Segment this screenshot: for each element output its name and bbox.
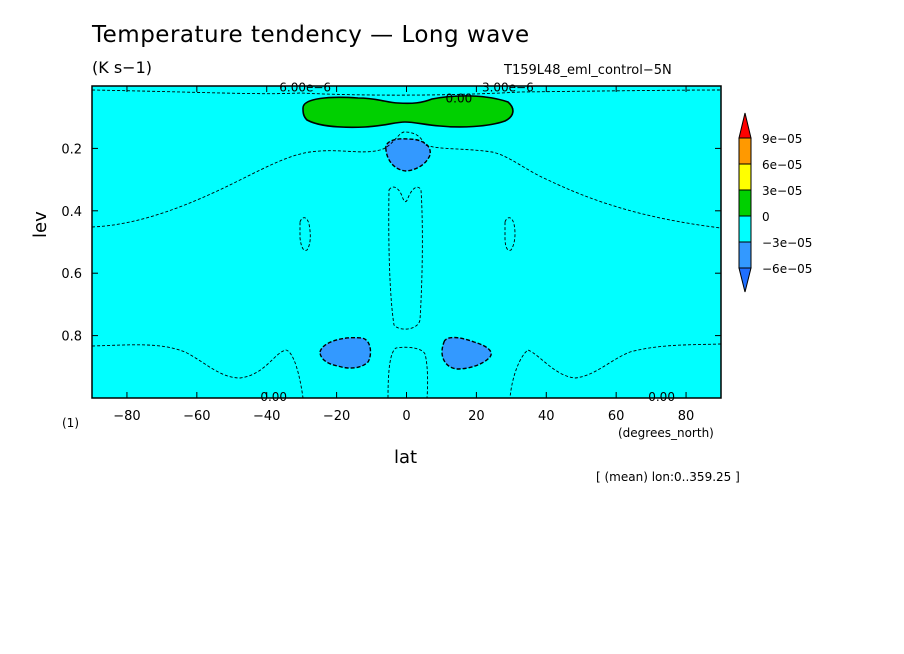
colorbar: 9e−05 6e−05 3e−05 0 −3e−05 −6e−05 — [738, 112, 812, 293]
colorbar-top-arrow — [738, 112, 752, 139]
colorbar-labels: 9e−05 6e−05 3e−05 0 −3e−05 −6e−05 — [762, 132, 812, 276]
run-name: T159L48_eml_control−5N — [504, 63, 672, 78]
x-tick-label: −20 — [323, 409, 350, 424]
region-lower-min-south — [319, 336, 372, 369]
contour-labels: 6.00e−6 0.00 3.00e−6 0.00 0.00 — [260, 81, 675, 405]
y-axis-ticks: 0.2 0.4 0.6 0.8 — [61, 142, 721, 345]
contour-label: 6.00e−6 — [279, 81, 331, 95]
contour-label: 3.00e−6 — [482, 81, 534, 95]
contour-line — [91, 131, 722, 229]
y-tick-label: 0.4 — [61, 205, 82, 220]
colorbar-label: −6e−05 — [762, 262, 812, 276]
contour-label: 0.00 — [648, 390, 675, 404]
colorbar-segment-cyan — [738, 215, 752, 243]
chart-units: (K s−1) — [92, 58, 152, 77]
x-tick-label: 60 — [608, 409, 625, 424]
contour-label: 0.00 — [260, 390, 287, 404]
colorbar-segment-orange — [738, 137, 752, 165]
contour-label: 0.00 — [446, 91, 473, 105]
x-axis-units: (degrees_north) — [618, 426, 714, 440]
x-axis-label: lat — [394, 447, 418, 468]
region-upper-equatorial-min — [385, 138, 431, 172]
chart-title: Temperature tendency — Long wave — [92, 22, 530, 48]
page-id: (1) — [62, 416, 79, 430]
colorbar-label: 3e−05 — [762, 184, 802, 198]
averaging-note: [ (mean) lon:0..359.25 ] — [596, 470, 740, 484]
x-tick-label: −60 — [183, 409, 210, 424]
colorbar-label: −3e−05 — [762, 236, 812, 250]
colorbar-segment-green — [738, 189, 752, 217]
contour-line — [504, 217, 516, 251]
region-lower-min-north — [441, 336, 492, 370]
y-tick-label: 0.8 — [61, 330, 82, 345]
colorbar-label: 0 — [762, 210, 770, 224]
x-tick-label: −80 — [113, 409, 140, 424]
contour-line — [91, 344, 304, 399]
contour-line — [509, 343, 722, 399]
colorbar-label: 6e−05 — [762, 158, 802, 172]
colorbar-segment-blue — [738, 241, 752, 269]
colorbar-segment-yellow — [738, 163, 752, 191]
x-axis-ticks: −80 −60 −40 −20 0 20 40 60 80 — [113, 86, 694, 424]
y-tick-label: 0.6 — [61, 267, 82, 282]
x-tick-label: 80 — [678, 409, 695, 424]
y-tick-label: 0.2 — [61, 142, 82, 157]
colorbar-label: 9e−05 — [762, 132, 802, 146]
plot-background — [92, 86, 721, 398]
x-tick-label: 20 — [468, 409, 485, 424]
contour-line — [388, 186, 423, 330]
contour-line — [299, 217, 311, 251]
x-tick-label: −40 — [253, 409, 280, 424]
contour-lines — [91, 89, 722, 399]
x-tick-label: 0 — [402, 409, 410, 424]
x-tick-label: 40 — [538, 409, 555, 424]
y-axis-label: lev — [30, 211, 51, 238]
region-upper-positive — [302, 95, 514, 129]
colorbar-bottom-arrow — [738, 267, 752, 293]
